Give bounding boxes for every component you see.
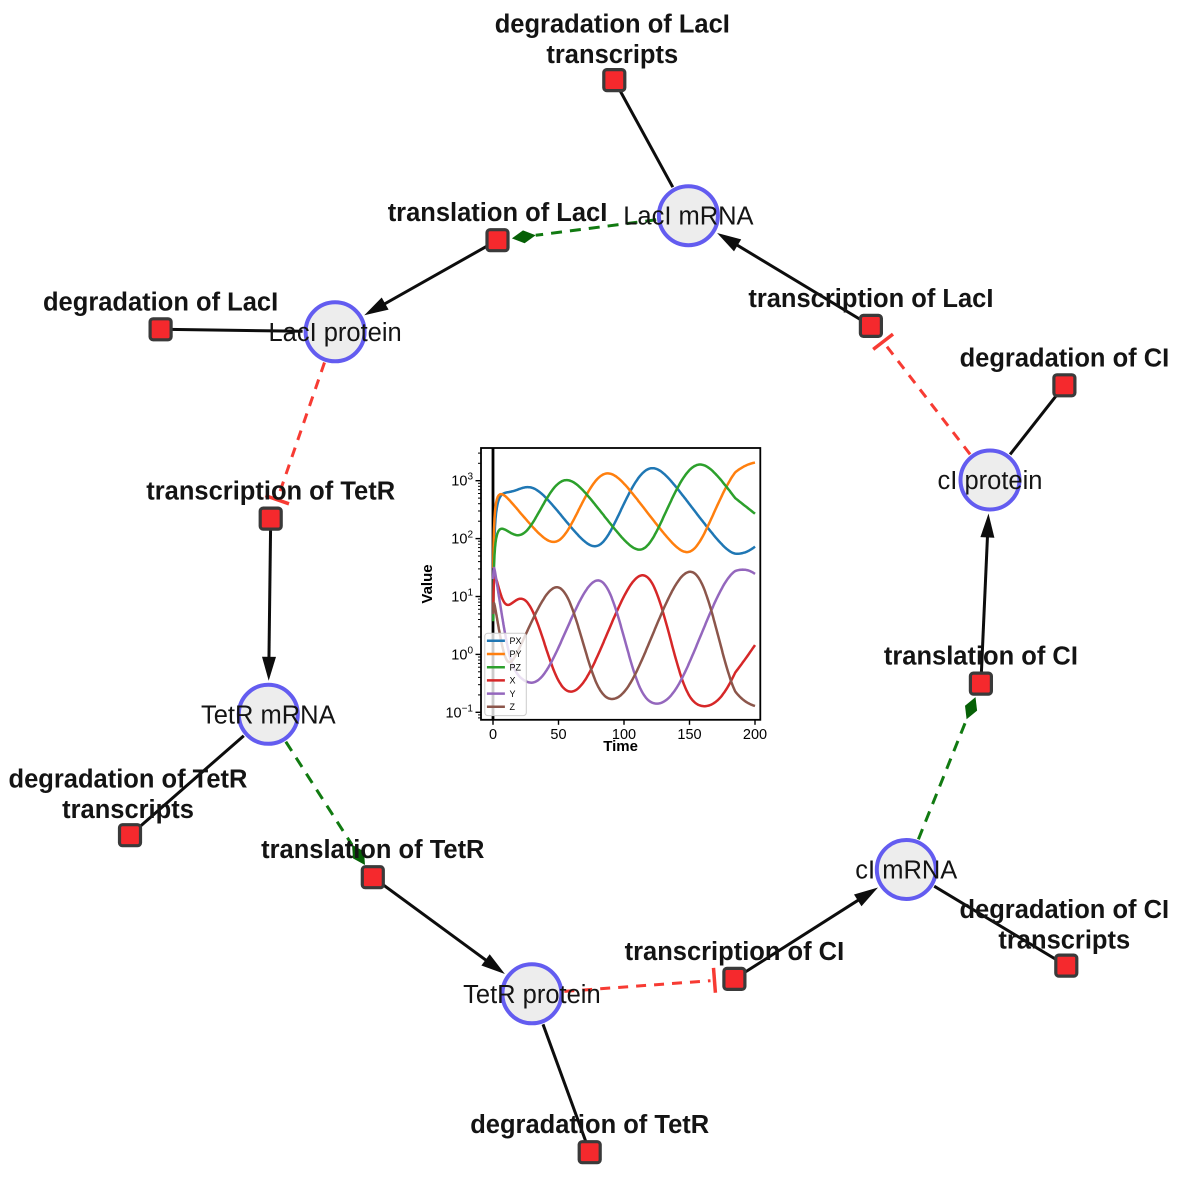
svg-text:Z: Z [510,702,516,712]
svg-text:200: 200 [743,727,767,743]
svg-text:X: X [510,676,516,686]
svg-text:TetR mRNA: TetR mRNA [201,701,336,729]
svg-text:degradation of TetR: degradation of TetR [470,1111,709,1139]
svg-text:cI protein: cI protein [938,467,1043,495]
svg-text:transcription of TetR: transcription of TetR [146,478,395,506]
svg-text:Value: Value [419,564,436,603]
svg-text:150: 150 [677,727,701,743]
svg-text:transcripts: transcripts [62,796,194,824]
svg-text:Time: Time [603,738,638,755]
svg-text:LacI protein: LacI protein [268,319,401,347]
svg-text:degradation of TetR: degradation of TetR [9,766,248,794]
svg-text:0: 0 [489,727,497,743]
svg-text:PY: PY [510,649,522,659]
svg-text:Y: Y [510,689,516,699]
svg-text:LacI mRNA: LacI mRNA [623,203,753,231]
svg-text:50: 50 [550,727,566,743]
svg-text:transcription of LacI: transcription of LacI [748,285,993,313]
svg-text:PX: PX [510,636,522,646]
svg-text:transcripts: transcripts [546,41,678,69]
svg-text:translation of LacI: translation of LacI [388,199,608,227]
svg-text:degradation of LacI: degradation of LacI [495,11,730,39]
svg-text:TetR protein: TetR protein [463,981,601,1009]
svg-text:transcription of CI: transcription of CI [625,938,845,966]
svg-text:translation of CI: translation of CI [884,643,1078,671]
svg-text:transcripts: transcripts [998,927,1130,955]
svg-text:100: 100 [612,727,636,743]
svg-text:degradation of CI: degradation of CI [959,896,1169,924]
svg-text:degradation of CI: degradation of CI [960,344,1170,372]
svg-text:translation of TetR: translation of TetR [261,836,484,864]
svg-text:PZ: PZ [510,662,522,672]
svg-text:degradation of LacI: degradation of LacI [43,288,278,316]
svg-text:cI mRNA: cI mRNA [855,857,957,885]
